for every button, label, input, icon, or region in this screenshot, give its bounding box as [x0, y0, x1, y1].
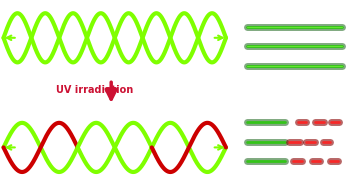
Text: UV irradiation: UV irradiation: [56, 85, 134, 95]
